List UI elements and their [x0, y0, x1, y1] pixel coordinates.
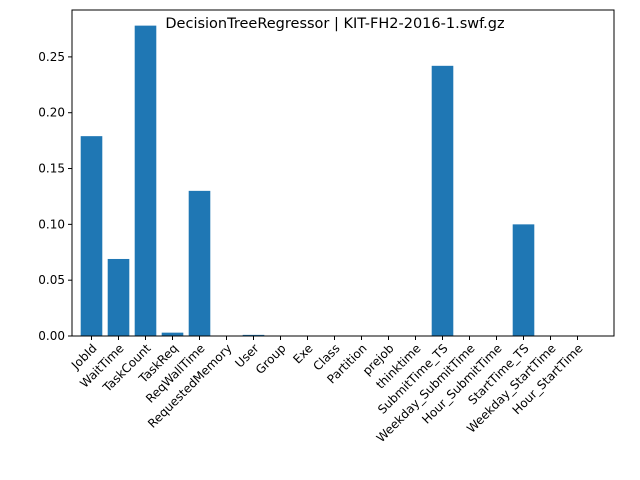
y-tick-label: 0.00: [38, 329, 65, 343]
bars-group: [80, 25, 535, 336]
bar-user: [242, 334, 265, 336]
y-tick-label: 0.15: [38, 162, 65, 176]
y-tick-label: 0.20: [38, 106, 65, 120]
y-tick-label: 0.05: [38, 273, 65, 287]
bar-jobid: [80, 136, 103, 336]
x-tick-label: Group: [253, 341, 289, 377]
bar-reqwalltime: [188, 190, 211, 336]
bar-waittime: [107, 258, 130, 336]
plot-frame: [71, 9, 615, 337]
bar-taskreq: [161, 332, 184, 336]
y-tick-label: 0.25: [38, 50, 65, 64]
y-axis: 0.00 0.05 0.10 0.15 0.20 0.25: [38, 50, 72, 343]
bar-starttime-ts: [512, 224, 535, 336]
bar-taskcount: [134, 25, 157, 336]
chart-title: DecisionTreeRegressor | KIT-FH2-2016-1.s…: [165, 16, 504, 32]
y-tick-label: 0.10: [38, 217, 65, 231]
x-axis: JobIdWaitTimeTaskCountTaskReqReqWallTime…: [68, 336, 586, 445]
bar-submittime-ts: [431, 65, 454, 336]
